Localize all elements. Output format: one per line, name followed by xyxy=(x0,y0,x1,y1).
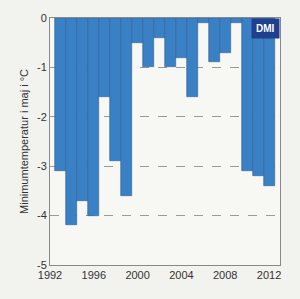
svg-text:Minimumtemperatur i maj i °C: Minimumtemperatur i maj i °C xyxy=(18,69,30,214)
svg-text:DMI: DMI xyxy=(256,23,275,34)
svg-text:2012: 2012 xyxy=(257,269,281,281)
svg-text:2000: 2000 xyxy=(125,269,149,281)
svg-text:-3: -3 xyxy=(37,160,47,172)
svg-text:-5: -5 xyxy=(37,259,47,271)
svg-text:-4: -4 xyxy=(37,209,47,221)
svg-text:2004: 2004 xyxy=(169,269,193,281)
svg-text:-1: -1 xyxy=(37,61,47,73)
svg-text:2008: 2008 xyxy=(213,269,237,281)
svg-text:0: 0 xyxy=(41,12,47,24)
svg-text:1996: 1996 xyxy=(82,269,106,281)
svg-text:-2: -2 xyxy=(37,111,47,123)
svg-text:1992: 1992 xyxy=(38,269,62,281)
